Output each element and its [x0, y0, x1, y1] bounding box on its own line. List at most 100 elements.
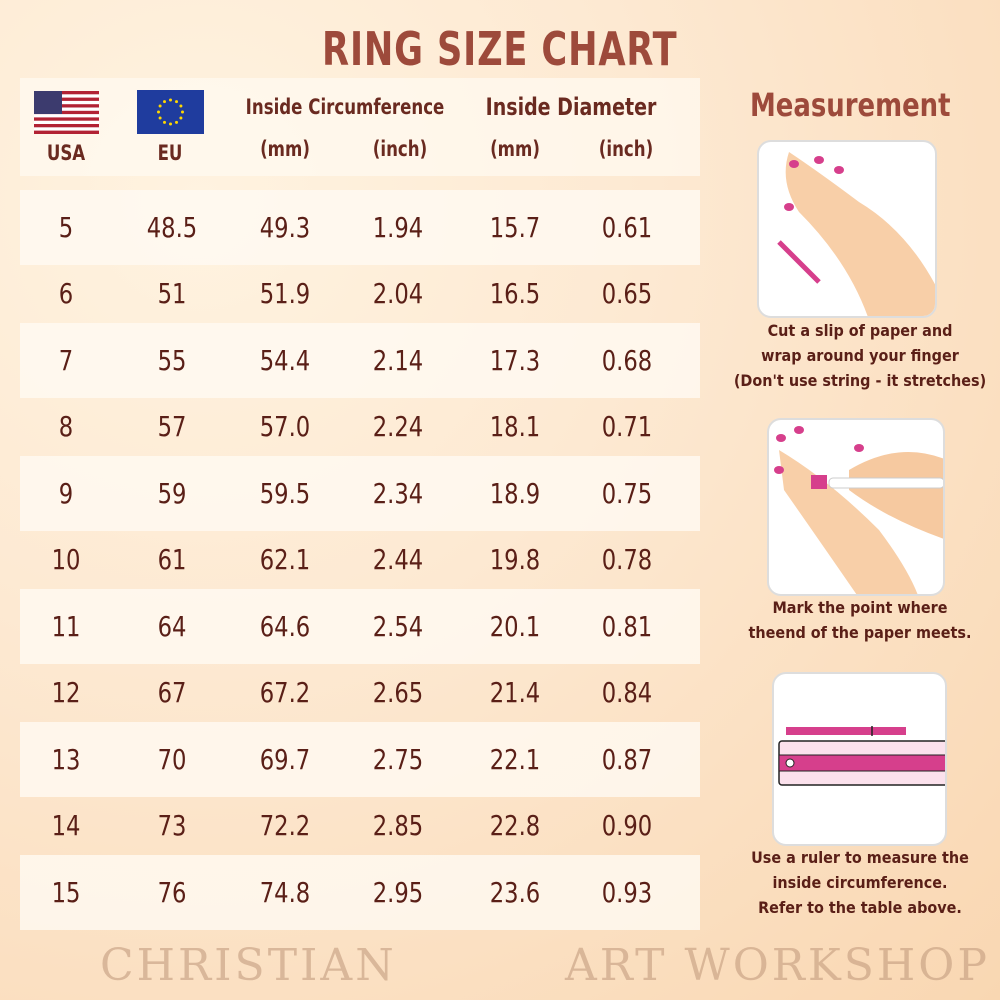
- cell-dia-inch: 0.78: [601, 543, 653, 576]
- eu-flag-icon: [137, 90, 204, 134]
- header-circ-inch: (inch): [372, 137, 428, 161]
- cell-circ-inch: 1.94: [372, 211, 424, 244]
- caption-line: Mark the point where: [772, 598, 948, 617]
- cell-circ-inch: 2.24: [372, 410, 424, 443]
- cell-eu: 51: [157, 277, 187, 310]
- cell-usa: 6: [58, 277, 74, 310]
- mark-paper-illustration: [767, 418, 945, 596]
- cell-dia-mm: 17.3: [489, 344, 541, 377]
- header-circ-mm: (mm): [260, 137, 310, 161]
- cell-circ-mm: 59.5: [259, 477, 311, 510]
- cell-circ-inch: 2.85: [372, 809, 424, 842]
- step-2-caption: Mark the point where theend of the paper…: [710, 595, 1000, 645]
- cell-eu: 70: [157, 743, 187, 776]
- table-row: 15 76 74.8 2.95 23.6 0.93: [20, 855, 700, 930]
- cell-circ-mm: 72.2: [259, 809, 311, 842]
- cell-dia-inch: 0.71: [601, 410, 653, 443]
- cell-circ-mm: 62.1: [259, 543, 311, 576]
- cell-circ-mm: 67.2: [259, 676, 311, 709]
- table-row: 10 61 62.1 2.44 19.8 0.78: [20, 527, 700, 593]
- cell-circ-mm: 49.3: [259, 211, 311, 244]
- cell-eu: 55: [157, 344, 187, 377]
- cell-dia-inch: 0.68: [601, 344, 653, 377]
- table-row: 7 55 54.4 2.14 17.3 0.68: [20, 323, 700, 398]
- cell-eu: 73: [157, 809, 187, 842]
- cell-dia-mm: 18.9: [489, 477, 541, 510]
- cell-usa: 12: [51, 676, 81, 709]
- cell-dia-inch: 0.75: [601, 477, 653, 510]
- table-row: 12 67 67.2 2.65 21.4 0.84: [20, 660, 700, 726]
- caption-line: inside circumference.: [772, 873, 948, 892]
- cell-circ-inch: 2.44: [372, 543, 424, 576]
- caption-line: theend of the paper meets.: [748, 623, 972, 642]
- table-header: [20, 78, 700, 176]
- ruler-illustration: [772, 672, 947, 846]
- table-row: 8 57 57.0 2.24 18.1 0.71: [20, 394, 700, 460]
- cell-dia-mm: 22.8: [489, 809, 541, 842]
- cell-usa: 15: [51, 876, 81, 909]
- caption-line: Use a ruler to measure the: [751, 848, 969, 867]
- table-row: 9 59 59.5 2.34 18.9 0.75: [20, 456, 700, 531]
- header-eu: EU: [157, 141, 183, 165]
- cell-dia-inch: 0.81: [601, 610, 653, 643]
- caption-line: (Don't use string - it stretches): [733, 371, 987, 390]
- cell-circ-inch: 2.54: [372, 610, 424, 643]
- cell-dia-mm: 20.1: [489, 610, 541, 643]
- cell-eu: 57: [157, 410, 187, 443]
- caption-line: Cut a slip of paper and: [767, 321, 953, 340]
- cell-eu: 76: [157, 876, 187, 909]
- cell-usa: 5: [58, 211, 74, 244]
- cell-dia-inch: 0.65: [601, 277, 653, 310]
- header-dia-mm: (mm): [490, 137, 540, 161]
- cell-dia-inch: 0.93: [601, 876, 653, 909]
- cell-usa: 7: [58, 344, 74, 377]
- cell-usa: 9: [58, 477, 74, 510]
- cell-usa: 10: [51, 543, 81, 576]
- page-title: RING SIZE CHART: [322, 22, 678, 76]
- cell-circ-inch: 2.04: [372, 277, 424, 310]
- cell-eu: 61: [157, 543, 187, 576]
- cell-circ-mm: 64.6: [259, 610, 311, 643]
- cell-usa: 13: [51, 743, 81, 776]
- cell-circ-inch: 2.75: [372, 743, 424, 776]
- header-dia-inch: (inch): [598, 137, 654, 161]
- step-1-caption: Cut a slip of paper and wrap around your…: [710, 318, 1000, 393]
- cell-circ-mm: 69.7: [259, 743, 311, 776]
- cell-dia-inch: 0.84: [601, 676, 653, 709]
- cell-dia-mm: 23.6: [489, 876, 541, 909]
- cell-circ-inch: 2.65: [372, 676, 424, 709]
- measurement-title: Measurement: [750, 86, 951, 124]
- cell-eu: 64: [157, 610, 187, 643]
- cell-usa: 11: [51, 610, 81, 643]
- cell-circ-inch: 2.34: [372, 477, 424, 510]
- cell-circ-mm: 74.8: [259, 876, 311, 909]
- cell-eu: 59: [157, 477, 187, 510]
- table-row: 14 73 72.2 2.85 22.8 0.90: [20, 793, 700, 859]
- table-row: 13 70 69.7 2.75 22.1 0.87: [20, 722, 700, 797]
- cell-circ-inch: 2.95: [372, 876, 424, 909]
- cell-dia-mm: 18.1: [489, 410, 541, 443]
- cell-circ-mm: 57.0: [259, 410, 311, 443]
- usa-flag-icon: [34, 91, 99, 134]
- cell-circ-inch: 2.14: [372, 344, 424, 377]
- cell-eu: 67: [157, 676, 187, 709]
- cell-circ-mm: 51.9: [259, 277, 311, 310]
- cell-usa: 8: [58, 410, 74, 443]
- caption-line: wrap around your finger: [761, 346, 959, 365]
- caption-line: Refer to the table above.: [758, 898, 962, 917]
- cell-dia-inch: 0.87: [601, 743, 653, 776]
- cell-dia-mm: 15.7: [489, 211, 541, 244]
- watermark-right: ART WORKSHOP: [565, 940, 990, 991]
- cell-dia-mm: 16.5: [489, 277, 541, 310]
- header-diameter: Inside Diameter: [485, 93, 657, 121]
- cell-dia-mm: 22.1: [489, 743, 541, 776]
- header-circumference: Inside Circumference: [245, 95, 445, 119]
- table-row: 6 51 51.9 2.04 16.5 0.65: [20, 261, 700, 327]
- table-row: 5 48.5 49.3 1.94 15.7 0.61: [20, 190, 700, 265]
- cell-eu: 48.5: [146, 211, 198, 244]
- step-3-caption: Use a ruler to measure the inside circum…: [710, 845, 1000, 920]
- table-row: 11 64 64.6 2.54 20.1 0.81: [20, 589, 700, 664]
- cell-dia-mm: 19.8: [489, 543, 541, 576]
- wrap-finger-illustration: [757, 140, 937, 318]
- cell-circ-mm: 54.4: [259, 344, 311, 377]
